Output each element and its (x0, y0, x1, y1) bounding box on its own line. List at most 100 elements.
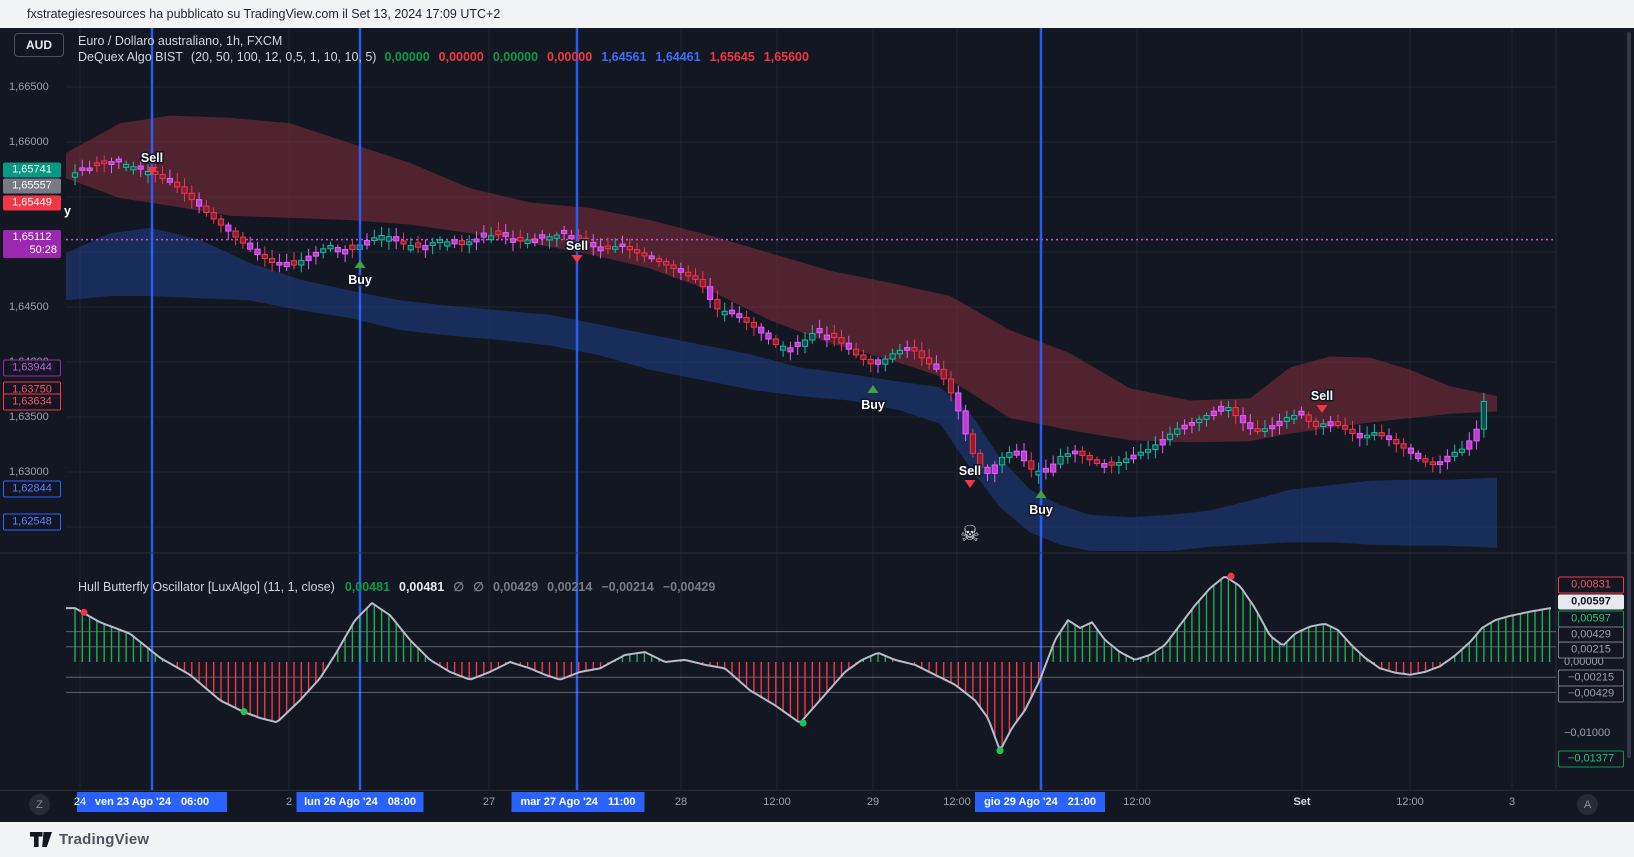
time-axis-tick: 3 (1508, 795, 1516, 808)
candle-body (108, 161, 115, 165)
candle-body (984, 466, 991, 474)
candle-body (853, 348, 860, 356)
sell-marker-label: Sell (1311, 389, 1333, 403)
chart-canvas[interactable]: Sell Buy Sell Buy Sell Buy Sell y ☠ (0, 28, 1634, 822)
oscillator-value-label: 0,00597 (1558, 610, 1624, 628)
candle-body (174, 181, 181, 188)
timezone-badge[interactable]: Z (29, 794, 50, 815)
time-axis-tick: 2 (285, 795, 293, 808)
candle-body (889, 353, 896, 360)
scrollbar[interactable] (1627, 32, 1631, 758)
candle-body (1181, 424, 1188, 430)
tradingview-brand[interactable]: TradingView (59, 831, 150, 848)
skull-icon: ☠ (960, 521, 980, 546)
candle-body (1291, 414, 1298, 420)
candle-body (1312, 420, 1320, 428)
candle-body (137, 165, 144, 170)
bearish-cloud (66, 115, 1497, 443)
time-axis-tick: 12:00 (1123, 795, 1151, 808)
candle-body (1261, 428, 1269, 432)
sell-marker-icon (964, 480, 976, 488)
clipped-buy-label: y (64, 204, 71, 218)
sell-marker-label: Sell (566, 239, 588, 253)
symbol-title[interactable]: Euro / Dollaro australiano, 1h, FXCM (78, 33, 809, 49)
candle-body (1393, 439, 1400, 445)
candle-body (955, 392, 962, 412)
price-scale-right[interactable]: 0,00000 −0,01000 0,00831 0,00597 0,00597 0,00… (1556, 28, 1634, 790)
candle-body (71, 172, 79, 178)
candle-body (590, 241, 597, 248)
candle-body (1283, 417, 1290, 422)
indicator-params: (20, 50, 100, 12, 0,5, 1, 10, 10, 5) (190, 50, 377, 64)
candle-body (874, 359, 882, 365)
candle-body (1437, 461, 1444, 466)
candle-body (758, 326, 765, 334)
candle-body (977, 452, 984, 468)
candle-body (93, 162, 101, 167)
candle-body (1451, 451, 1458, 457)
candle-body (276, 262, 283, 266)
candle-body (1400, 443, 1407, 449)
candle-body (1196, 418, 1203, 424)
candle-body (1422, 458, 1429, 463)
price-axis-tick: 1,64500 (9, 301, 49, 313)
candle-body (655, 258, 663, 263)
candle-body (1254, 428, 1261, 432)
indicator-value: 1,65645 (709, 50, 755, 64)
candle-body (320, 248, 327, 253)
buy-marker-icon (867, 385, 879, 393)
candle-body (488, 235, 495, 241)
candle-body (509, 238, 517, 243)
candle-body (305, 255, 312, 262)
candle-body (1444, 455, 1451, 463)
price-scale-left[interactable]: 1,665001,660001,645001,640001,635001,630… (0, 28, 66, 790)
tradingview-logo-icon[interactable] (30, 832, 52, 847)
date-highlight-label: ven 23 Ago '24 06:00 (77, 792, 227, 812)
candle-body (415, 242, 422, 248)
autoscale-badge[interactable]: A (1577, 794, 1598, 815)
candle-body (816, 328, 823, 334)
candle-body (159, 174, 166, 179)
symbol-toggle-button[interactable]: AUD (14, 33, 64, 57)
candle-body (721, 310, 728, 316)
candle-body (1415, 452, 1422, 460)
candle-body (918, 350, 925, 359)
candle-body (1130, 454, 1137, 460)
candle-body (1473, 428, 1480, 442)
price-axis-tick: 1,66500 (9, 81, 49, 93)
candle-body (524, 239, 531, 244)
oscillator-value: 0,00481 (399, 580, 445, 594)
candle-body (1225, 407, 1232, 412)
candle-body (101, 160, 108, 165)
candle-body (1298, 410, 1305, 416)
candle-body (1342, 424, 1349, 430)
candle-body (838, 337, 845, 344)
time-axis-tick: 27 (482, 795, 496, 808)
time-axis[interactable]: ven 23 Ago '24 06:00 lun 26 Ago '24 08:00 ma… (0, 790, 1634, 812)
buy-marker-label: Buy (1029, 503, 1053, 517)
oscillator-name: Hull Butterfly Oscillator [LuxAlgo] (11,… (78, 580, 335, 594)
candle-body (1466, 440, 1473, 450)
candle-body (232, 230, 239, 238)
indicator-value: 0,00000 (384, 50, 430, 64)
symbol-title-text: Euro / Dollaro australiano, 1h, FXCM (78, 34, 283, 48)
sell-marker-icon (571, 255, 583, 263)
oscillator-legend[interactable]: Hull Butterfly Oscillator [LuxAlgo] (11,… (78, 579, 715, 595)
oscillator-value: ∅ (473, 580, 484, 594)
candle-body (1218, 405, 1225, 412)
main-legend: Euro / Dollaro australiano, 1h, FXCM DeQ… (78, 33, 809, 65)
candle-body (1079, 450, 1086, 456)
indicator-legend-dequex[interactable]: DeQuex Algo BIST (20, 50, 100, 12, 0,5, … (78, 49, 809, 65)
publish-info-text: fxstrategiesresources ha pubblicato su T… (27, 7, 501, 21)
candle-body (269, 257, 276, 264)
oscillator-reversal-dot (80, 608, 88, 616)
candle-body (699, 278, 706, 288)
candle-body (692, 275, 699, 280)
price-axis-tick: 1,66000 (9, 136, 49, 148)
candle-body (1159, 439, 1166, 446)
oscillator-values: 0,00481 0,00481 ∅ ∅ 0,00429 0,00214 −0,00214 −0… (345, 579, 716, 595)
candle-body (79, 167, 86, 171)
candle-body (123, 163, 130, 168)
candle-body (896, 349, 903, 355)
candle-body (130, 166, 137, 171)
